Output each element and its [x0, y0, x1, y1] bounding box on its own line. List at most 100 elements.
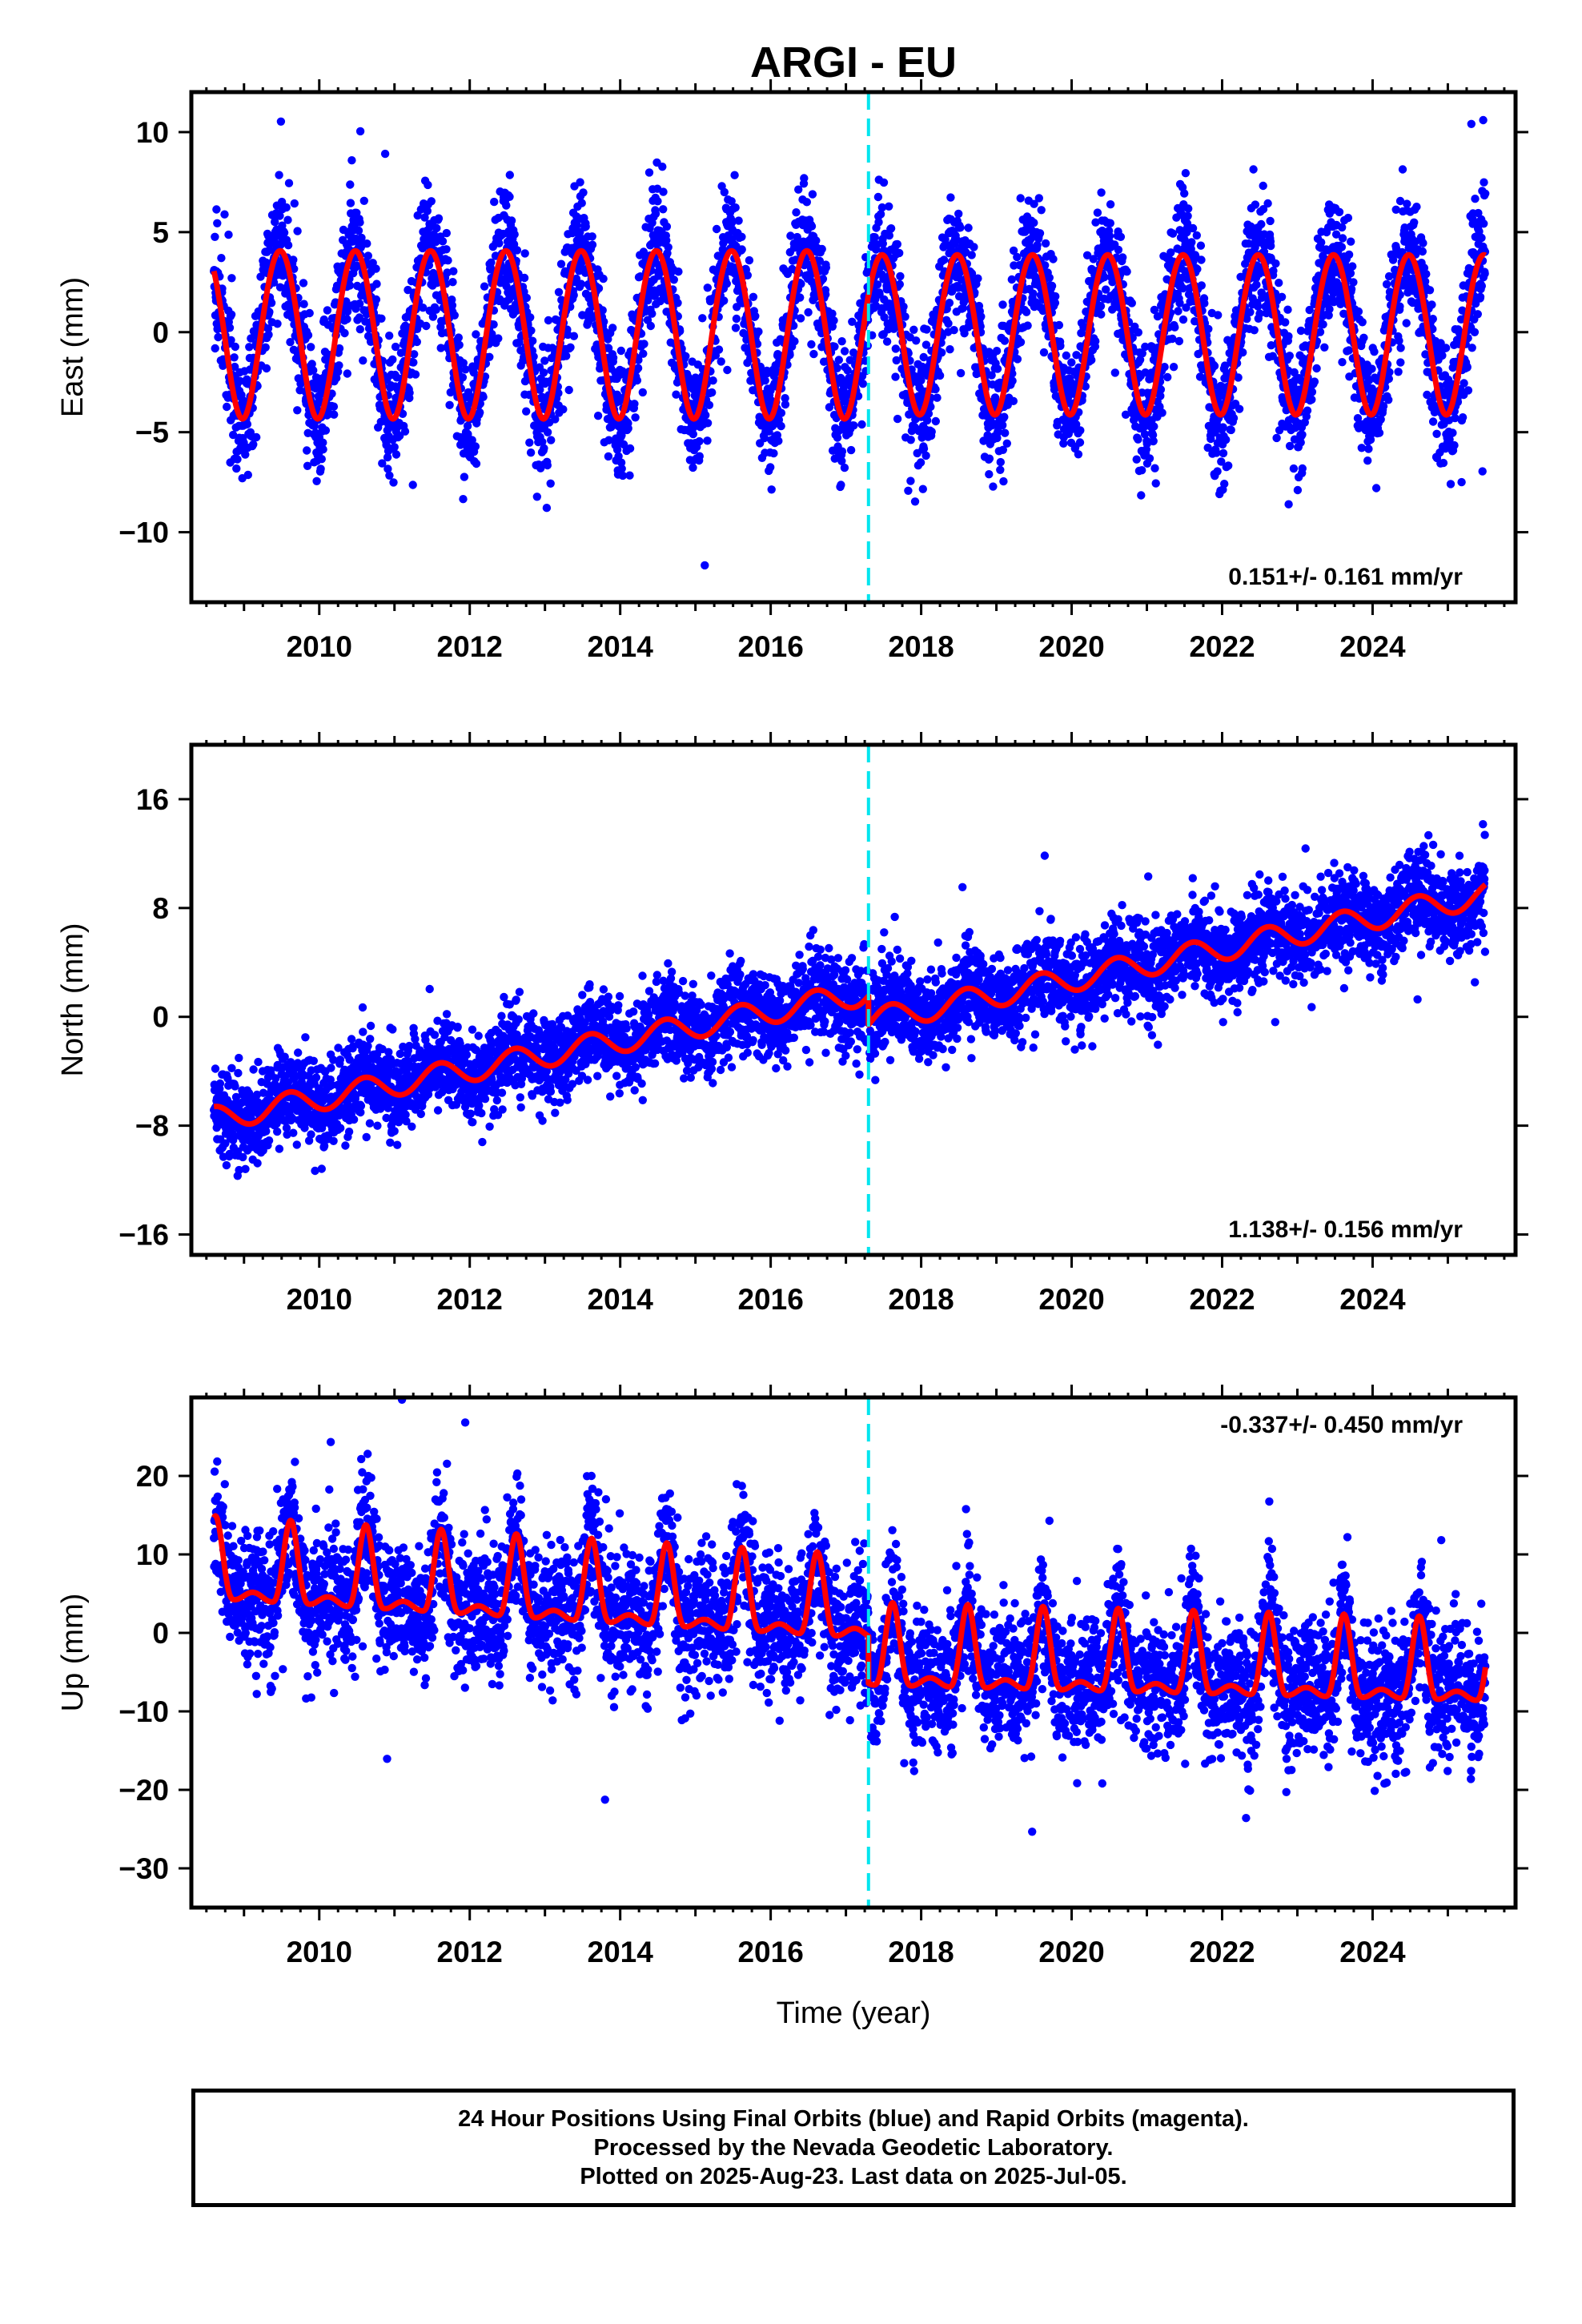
data-point	[419, 304, 428, 312]
data-point	[1277, 292, 1287, 301]
data-point	[275, 171, 283, 179]
data-point	[639, 349, 648, 358]
data-point	[547, 436, 556, 444]
data-point	[1220, 480, 1229, 489]
data-point	[796, 293, 805, 302]
data-point	[1192, 231, 1202, 240]
data-point	[396, 348, 406, 357]
data-point	[1371, 484, 1381, 493]
data-point	[837, 337, 846, 346]
data-point	[1197, 255, 1206, 264]
data-point	[321, 426, 331, 435]
data-point	[303, 331, 313, 340]
data-point	[267, 299, 276, 308]
data-point	[354, 226, 363, 235]
data-point	[631, 413, 640, 422]
data-point	[996, 465, 1005, 474]
data-point	[1132, 455, 1141, 464]
data-point	[310, 421, 319, 431]
data-point	[371, 264, 380, 273]
data-point	[893, 239, 902, 249]
data-point	[1254, 302, 1263, 311]
data-point	[442, 245, 451, 254]
data-point	[1091, 336, 1100, 346]
data-point	[371, 295, 381, 304]
data-point	[391, 342, 400, 352]
data-point	[444, 256, 452, 265]
data-point	[751, 312, 760, 320]
data-point	[681, 352, 690, 360]
data-point	[588, 232, 596, 241]
data-point	[882, 337, 892, 346]
data-point	[223, 402, 231, 412]
data-point	[1235, 404, 1244, 413]
data-point	[1343, 213, 1353, 223]
data-point	[695, 452, 704, 460]
data-point	[809, 349, 818, 359]
data-point	[777, 421, 785, 431]
data-point	[604, 344, 613, 352]
data-point	[1266, 216, 1275, 226]
data-point	[705, 400, 714, 409]
data-point	[377, 314, 386, 323]
data-point	[424, 180, 432, 190]
data-point	[1174, 307, 1182, 316]
data-point	[796, 314, 805, 323]
data-point	[355, 127, 365, 136]
data-point	[829, 316, 838, 325]
data-point	[458, 373, 468, 382]
data-point	[1307, 395, 1316, 404]
data-point	[906, 436, 915, 444]
data-point	[938, 348, 946, 357]
data-point	[579, 188, 588, 197]
data-point	[1045, 273, 1054, 282]
data-point	[526, 313, 535, 322]
data-point	[992, 347, 1002, 356]
data-point	[231, 362, 239, 372]
data-point	[357, 233, 366, 243]
data-point	[1259, 181, 1267, 191]
data-point	[812, 236, 821, 245]
data-point	[999, 476, 1008, 486]
data-point	[946, 193, 955, 202]
data-point	[432, 305, 440, 314]
data-point	[538, 437, 547, 446]
data-point	[1049, 255, 1058, 263]
data-point	[390, 443, 399, 452]
data-point	[214, 332, 223, 342]
data-point	[275, 211, 284, 220]
data-point	[1257, 219, 1266, 229]
data-point	[828, 309, 837, 318]
data-point	[1396, 344, 1405, 352]
data-point	[1169, 363, 1178, 372]
data-point	[636, 272, 644, 281]
data-point	[1367, 364, 1376, 373]
data-point	[1249, 165, 1258, 174]
data-point	[355, 218, 364, 227]
data-point	[774, 436, 783, 445]
data-point	[639, 247, 648, 256]
data-point	[1170, 323, 1179, 332]
data-point	[873, 192, 883, 202]
data-point	[528, 336, 537, 345]
data-point	[410, 350, 419, 359]
data-point	[625, 444, 635, 453]
data-point	[564, 385, 573, 395]
data-point	[616, 346, 625, 356]
data-point	[1181, 169, 1191, 178]
data-point	[1267, 241, 1275, 251]
data-point	[1163, 372, 1172, 382]
data-point	[1338, 234, 1347, 243]
data-point	[262, 364, 271, 373]
data-point	[1035, 229, 1045, 238]
data-point	[485, 352, 494, 361]
data-point	[730, 171, 739, 179]
data-point	[714, 345, 724, 354]
data-point	[279, 228, 289, 237]
data-point	[263, 324, 273, 333]
data-point	[539, 368, 548, 377]
data-point	[807, 222, 817, 231]
data-point	[1116, 232, 1126, 241]
data-point	[1188, 223, 1198, 233]
